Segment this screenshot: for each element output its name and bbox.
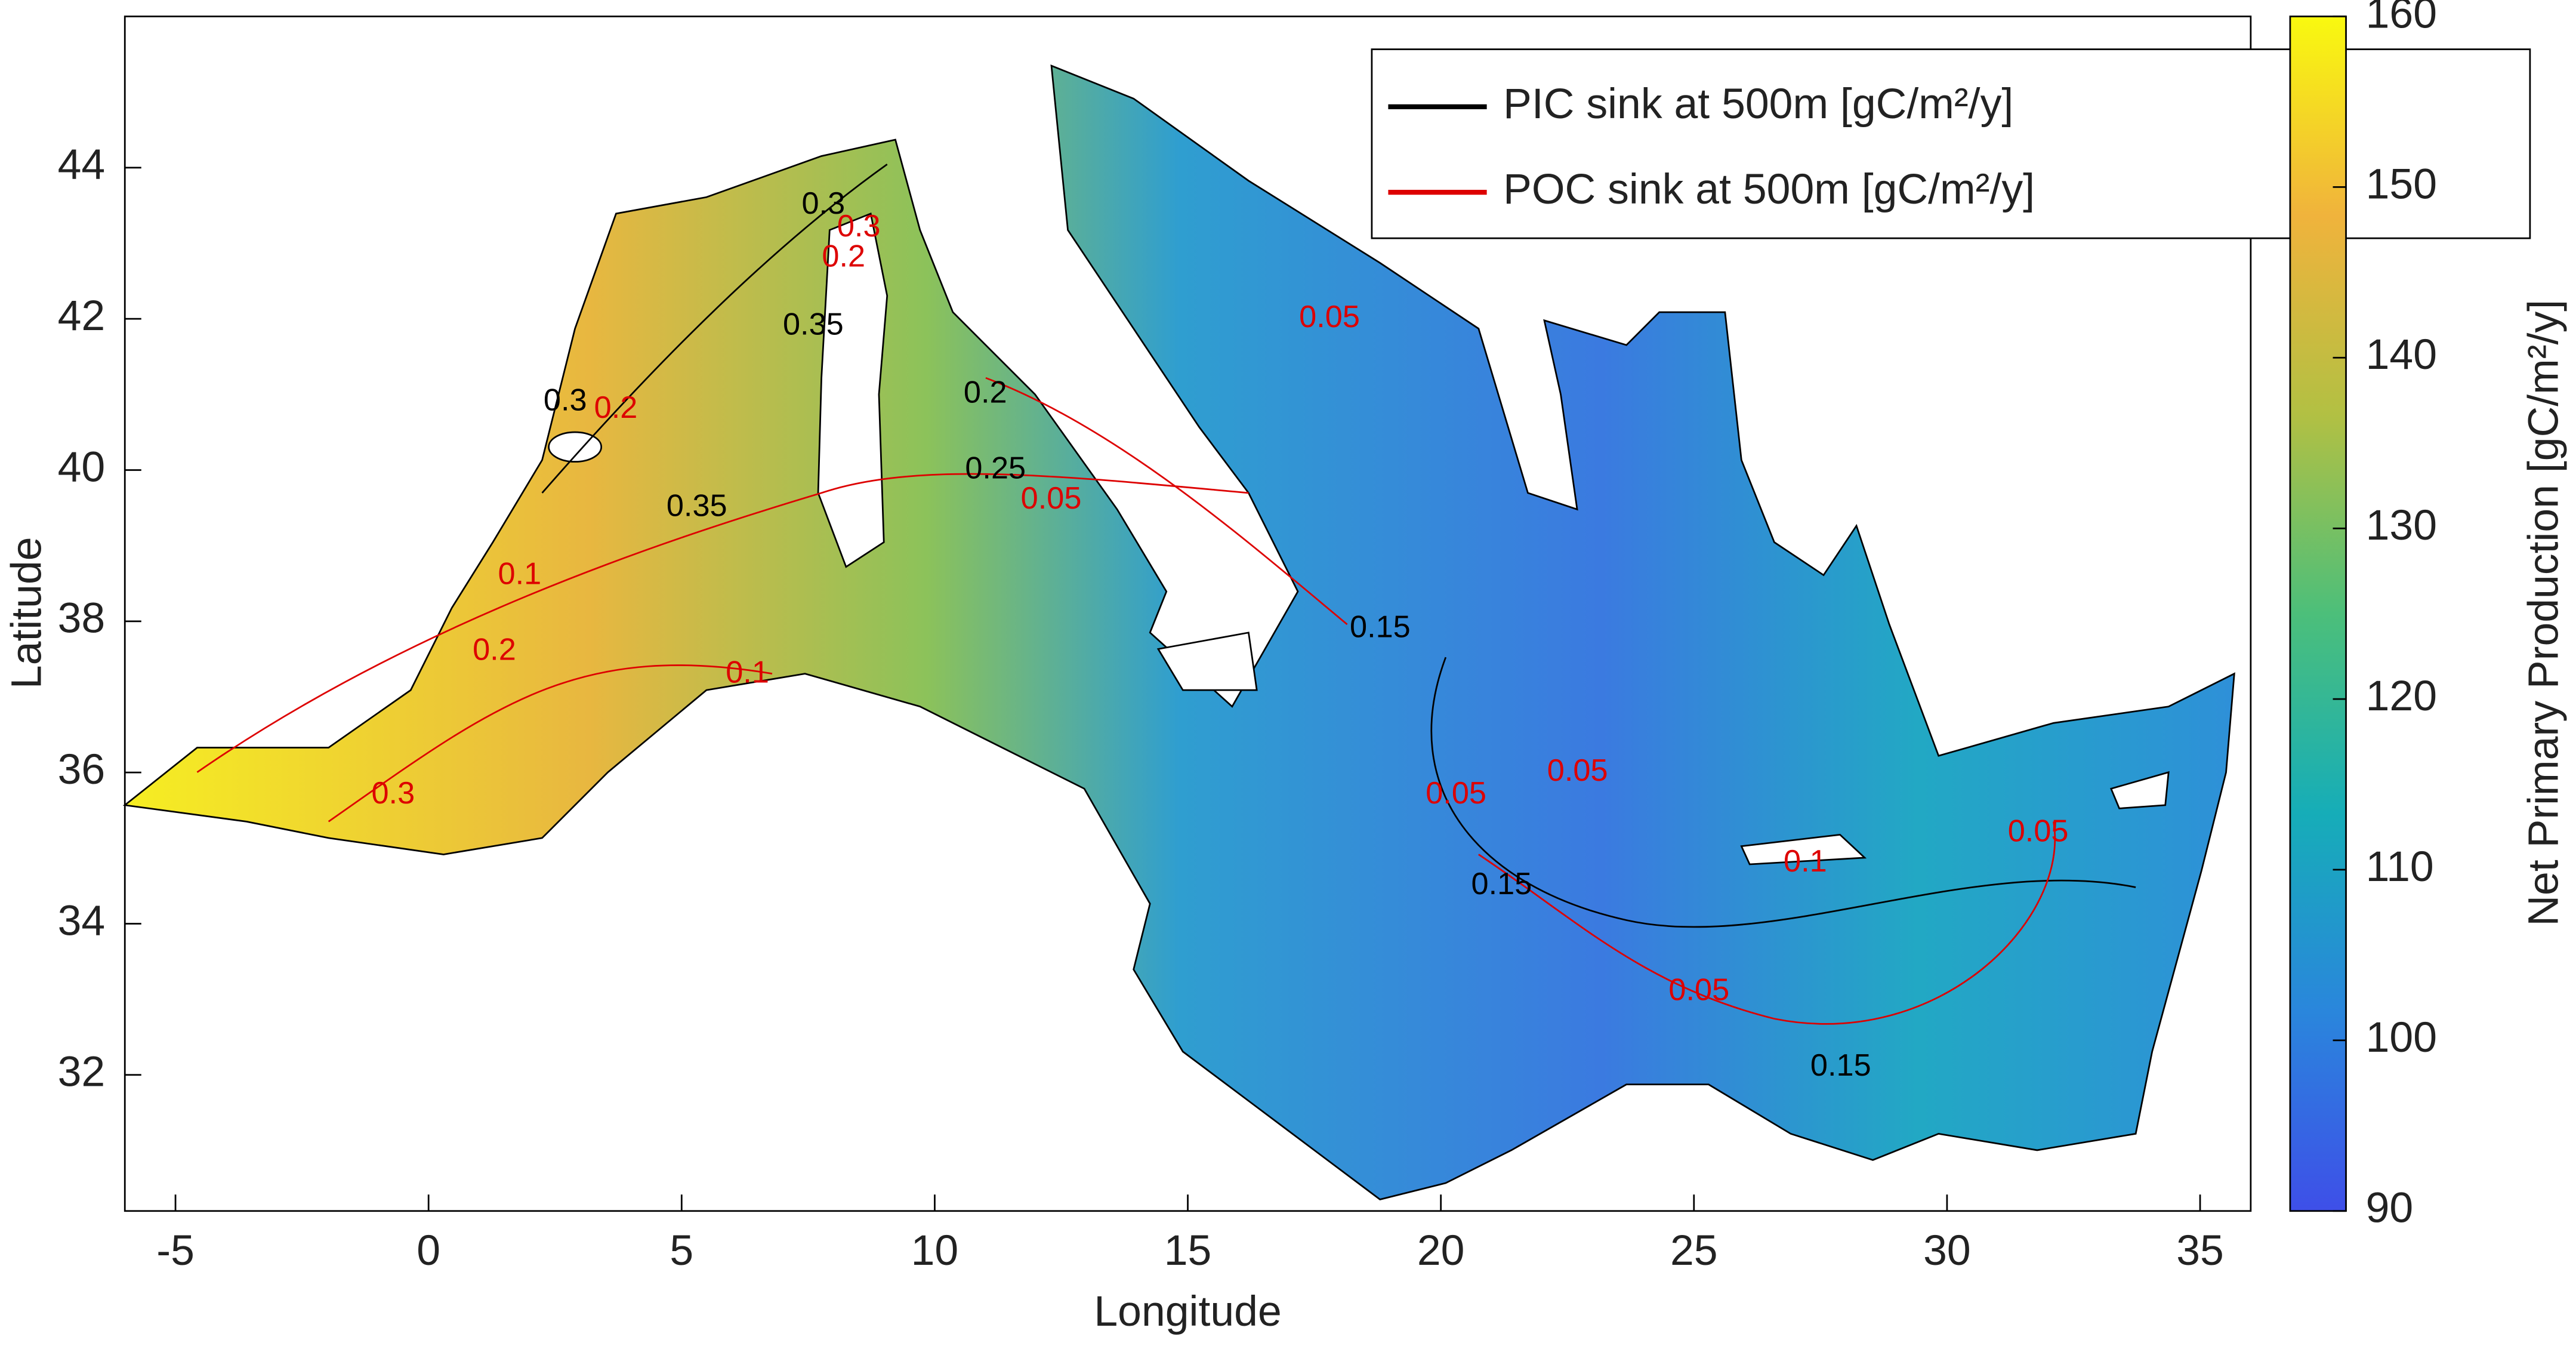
contour-label: 0.05 bbox=[2008, 814, 2069, 848]
colorbar-tick-label: 120 bbox=[2366, 672, 2437, 720]
colorbar-tick-label: 140 bbox=[2366, 331, 2437, 378]
contour-label: 0.15 bbox=[1471, 867, 1532, 901]
y-tick-label: 38 bbox=[58, 595, 106, 642]
cyprus bbox=[2109, 771, 2170, 809]
contour-label: 0.1 bbox=[726, 655, 769, 689]
colorbar-tick-label: 110 bbox=[2366, 843, 2434, 891]
contour-line bbox=[1478, 821, 2056, 1025]
colorbar-tick-label: 100 bbox=[2366, 1014, 2437, 1061]
colorbar-label: Net Primary Production [gC/m²/y] bbox=[2519, 300, 2567, 926]
x-tick-label: 35 bbox=[2176, 1227, 2224, 1274]
contour-label: 0.3 bbox=[544, 383, 587, 417]
y-tick-label: 34 bbox=[58, 897, 106, 944]
contour-label: 0.3 bbox=[371, 776, 415, 811]
x-tick-label: 10 bbox=[911, 1227, 959, 1274]
contour-label: 0.05 bbox=[1021, 481, 1082, 516]
contour-label: 0.15 bbox=[1810, 1048, 1871, 1083]
contour-label: 0.2 bbox=[473, 632, 516, 667]
contour-line bbox=[985, 377, 1348, 626]
colorbar-tick-label: 130 bbox=[2366, 501, 2437, 549]
contour-label: 0.25 bbox=[965, 451, 1026, 485]
legend-label: PIC sink at 500m [gC/m²/y] bbox=[1503, 80, 2013, 128]
corsica-sardinia bbox=[817, 212, 889, 568]
contour-label: 0.1 bbox=[498, 557, 542, 592]
contour-label: 0.05 bbox=[1299, 300, 1360, 334]
colorbar-tick-label: 150 bbox=[2366, 160, 2437, 208]
contour-line bbox=[196, 473, 1249, 773]
contour-line bbox=[1430, 657, 2136, 928]
colorbar-tick-label: 90 bbox=[2366, 1184, 2414, 1232]
x-tick-label: 15 bbox=[1164, 1227, 1212, 1274]
contour-label: 0.2 bbox=[822, 239, 865, 274]
sea bbox=[122, 64, 2235, 1200]
y-tick-label: 36 bbox=[58, 746, 106, 793]
contour-label: 0.15 bbox=[1350, 609, 1411, 644]
x-tick-label: 25 bbox=[1670, 1227, 1718, 1274]
contour-label: 0.2 bbox=[964, 375, 1007, 410]
contour-label: 0.05 bbox=[1426, 776, 1486, 811]
contour-label: 0.1 bbox=[1784, 844, 1827, 879]
x-tick-label: 20 bbox=[1417, 1227, 1465, 1274]
balearic bbox=[548, 431, 603, 463]
x-tick-label: -5 bbox=[156, 1227, 195, 1274]
colorbar bbox=[2289, 16, 2347, 1212]
y-tick-label: 42 bbox=[58, 292, 106, 340]
y-axis-label: Latitude bbox=[2, 537, 50, 689]
x-tick-label: 5 bbox=[670, 1227, 693, 1274]
sicily bbox=[1156, 632, 1258, 691]
legend-label: POC sink at 500m [gC/m²/y] bbox=[1503, 165, 2035, 213]
contour-label: 0.35 bbox=[667, 489, 727, 523]
y-tick-label: 32 bbox=[58, 1048, 106, 1096]
contour-line bbox=[328, 664, 773, 823]
contour-line bbox=[541, 164, 888, 494]
contour-label: 0.05 bbox=[1547, 753, 1608, 788]
x-tick-label: 0 bbox=[417, 1227, 440, 1274]
sea-field bbox=[122, 64, 2235, 1200]
contour-label: 0.3 bbox=[837, 209, 881, 244]
y-tick-label: 40 bbox=[58, 443, 106, 491]
y-tick-label: 44 bbox=[58, 141, 106, 189]
x-tick-label: 30 bbox=[1923, 1227, 1971, 1274]
contours bbox=[196, 164, 2136, 1025]
contour-label: 0.35 bbox=[783, 307, 844, 342]
colorbar-tick-label: 160 bbox=[2366, 0, 2437, 37]
contour-label: 0.2 bbox=[594, 390, 638, 425]
contour-label: 0.05 bbox=[1668, 972, 1729, 1007]
contour-label: 0.3 bbox=[801, 186, 845, 221]
crete bbox=[1740, 833, 1867, 866]
x-axis-label: Longitude bbox=[1094, 1288, 1281, 1335]
